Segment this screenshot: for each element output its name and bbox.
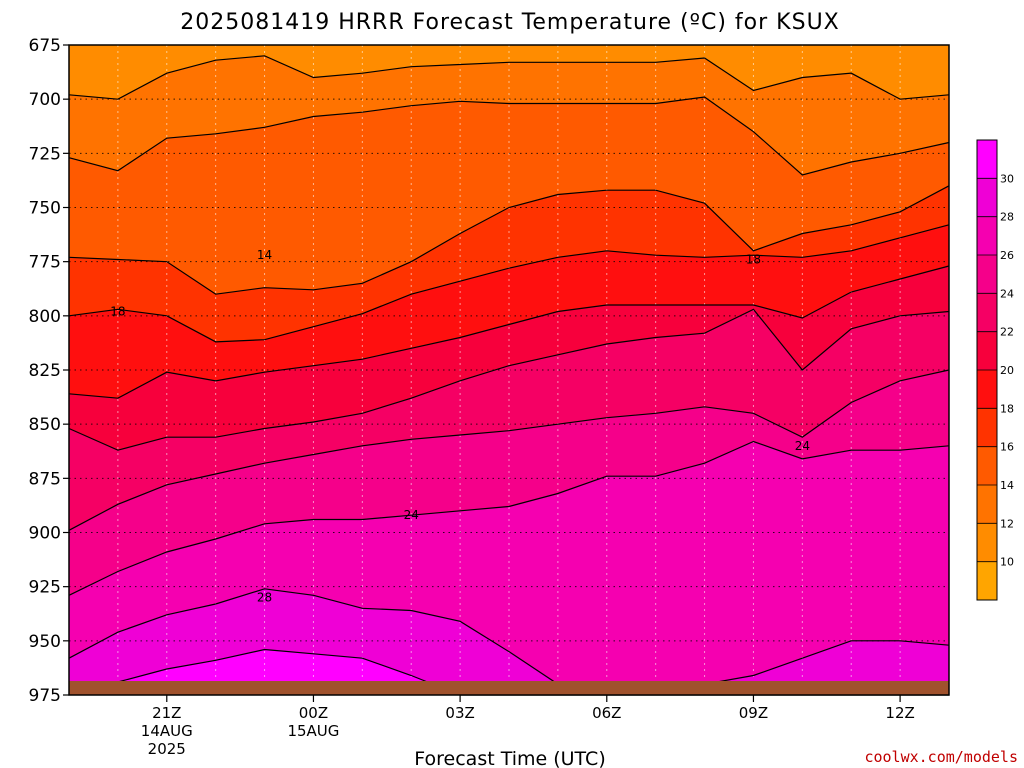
y-tick-label: 900 bbox=[29, 524, 61, 544]
contour-line-20 bbox=[68, 265, 950, 399]
colorbar-tick-label: 24 bbox=[1000, 287, 1014, 300]
colorbar-tick-label: 20 bbox=[1000, 364, 1014, 377]
y-tick-label: 950 bbox=[29, 632, 61, 652]
x-tick-label: 12Z bbox=[885, 704, 914, 722]
x-tick-label: 21Z bbox=[152, 704, 181, 722]
colorbar-segment bbox=[977, 293, 997, 332]
contour-line-22 bbox=[68, 308, 950, 451]
y-tick-label: 850 bbox=[29, 415, 61, 435]
contour-label-24: 24 bbox=[404, 508, 419, 522]
colorbar-tick-label: 14 bbox=[1000, 479, 1014, 492]
grid-lines bbox=[68, 44, 950, 696]
colorbar-tick-label: 28 bbox=[1000, 211, 1014, 224]
contour-label-24: 24 bbox=[795, 439, 810, 453]
y-tick-label: 975 bbox=[29, 686, 61, 706]
x-tick-sublabel: 14AUG bbox=[141, 722, 193, 740]
colorbar-tick-label: 22 bbox=[1000, 326, 1014, 339]
colorbar-tick-label: 16 bbox=[1000, 441, 1014, 454]
y-tick-label: 875 bbox=[29, 469, 61, 489]
colorbar-segment bbox=[977, 485, 997, 524]
contour-line-24 bbox=[68, 369, 950, 531]
contour-line-28 bbox=[68, 588, 950, 690]
colorbar-segment bbox=[977, 140, 997, 179]
y-tick-label: 750 bbox=[29, 199, 61, 219]
x-tick-label: 03Z bbox=[445, 704, 474, 722]
y-tick-label: 675 bbox=[29, 36, 61, 56]
x-tick-sublabel: 15AUG bbox=[287, 722, 339, 740]
y-tick-label: 825 bbox=[29, 361, 61, 381]
colorbar-segment bbox=[977, 446, 997, 485]
colorbar-segment bbox=[977, 561, 997, 600]
colorbar-tick-label: 10 bbox=[1000, 556, 1014, 569]
colorbar-tick-label: 30 bbox=[1000, 172, 1014, 185]
y-axis: 675 700 725 750 775 800 825 850 875 900 925 950 975 bbox=[29, 36, 69, 706]
contour-labels: 14 18 18 24 24 28 bbox=[110, 248, 810, 604]
colorbar-tick-label: 26 bbox=[1000, 249, 1014, 262]
chart-title: 2025081419 HRRR Forecast Temperature (ºC… bbox=[180, 10, 840, 35]
contour-label-28: 28 bbox=[257, 591, 272, 605]
y-tick-label: 800 bbox=[29, 307, 61, 327]
colorbar-segment bbox=[977, 178, 997, 217]
contour-line-12 bbox=[68, 55, 950, 100]
contour-line-18 bbox=[68, 224, 950, 343]
y-tick-label: 775 bbox=[29, 253, 61, 273]
contour-label-18: 18 bbox=[110, 305, 125, 319]
contour-line-14 bbox=[68, 96, 950, 176]
credit-link[interactable]: coolwx.com/models bbox=[864, 748, 1018, 766]
contour-label-18: 18 bbox=[746, 253, 761, 267]
colorbar-segment bbox=[977, 216, 997, 255]
colorbar-segment bbox=[977, 331, 997, 370]
y-tick-label: 925 bbox=[29, 578, 61, 598]
y-tick-label: 700 bbox=[29, 90, 61, 110]
colorbar: 10 12 14 16 18 20 22 24 26 28 30 bbox=[976, 139, 1014, 601]
x-tick-label: 06Z bbox=[592, 704, 621, 722]
y-tick-label: 725 bbox=[29, 144, 61, 164]
contour-line-26 bbox=[68, 440, 950, 596]
contour-label-14: 14 bbox=[257, 248, 272, 262]
colorbar-segment bbox=[977, 255, 997, 294]
colorbar-segment bbox=[977, 408, 997, 447]
colorbar-segment bbox=[977, 523, 997, 562]
x-tick-label: 09Z bbox=[739, 704, 768, 722]
x-axis-label: Forecast Time (UTC) bbox=[414, 748, 605, 768]
x-tick-sublabel: 2025 bbox=[148, 740, 186, 758]
colorbar-tick-label: 18 bbox=[1000, 402, 1014, 415]
colorbar-tick-label: 12 bbox=[1000, 517, 1014, 530]
ground-surface bbox=[69, 681, 949, 695]
contour-line-16 bbox=[68, 185, 950, 295]
colorbar-segment bbox=[977, 370, 997, 409]
x-tick-label: 00Z bbox=[299, 704, 328, 722]
